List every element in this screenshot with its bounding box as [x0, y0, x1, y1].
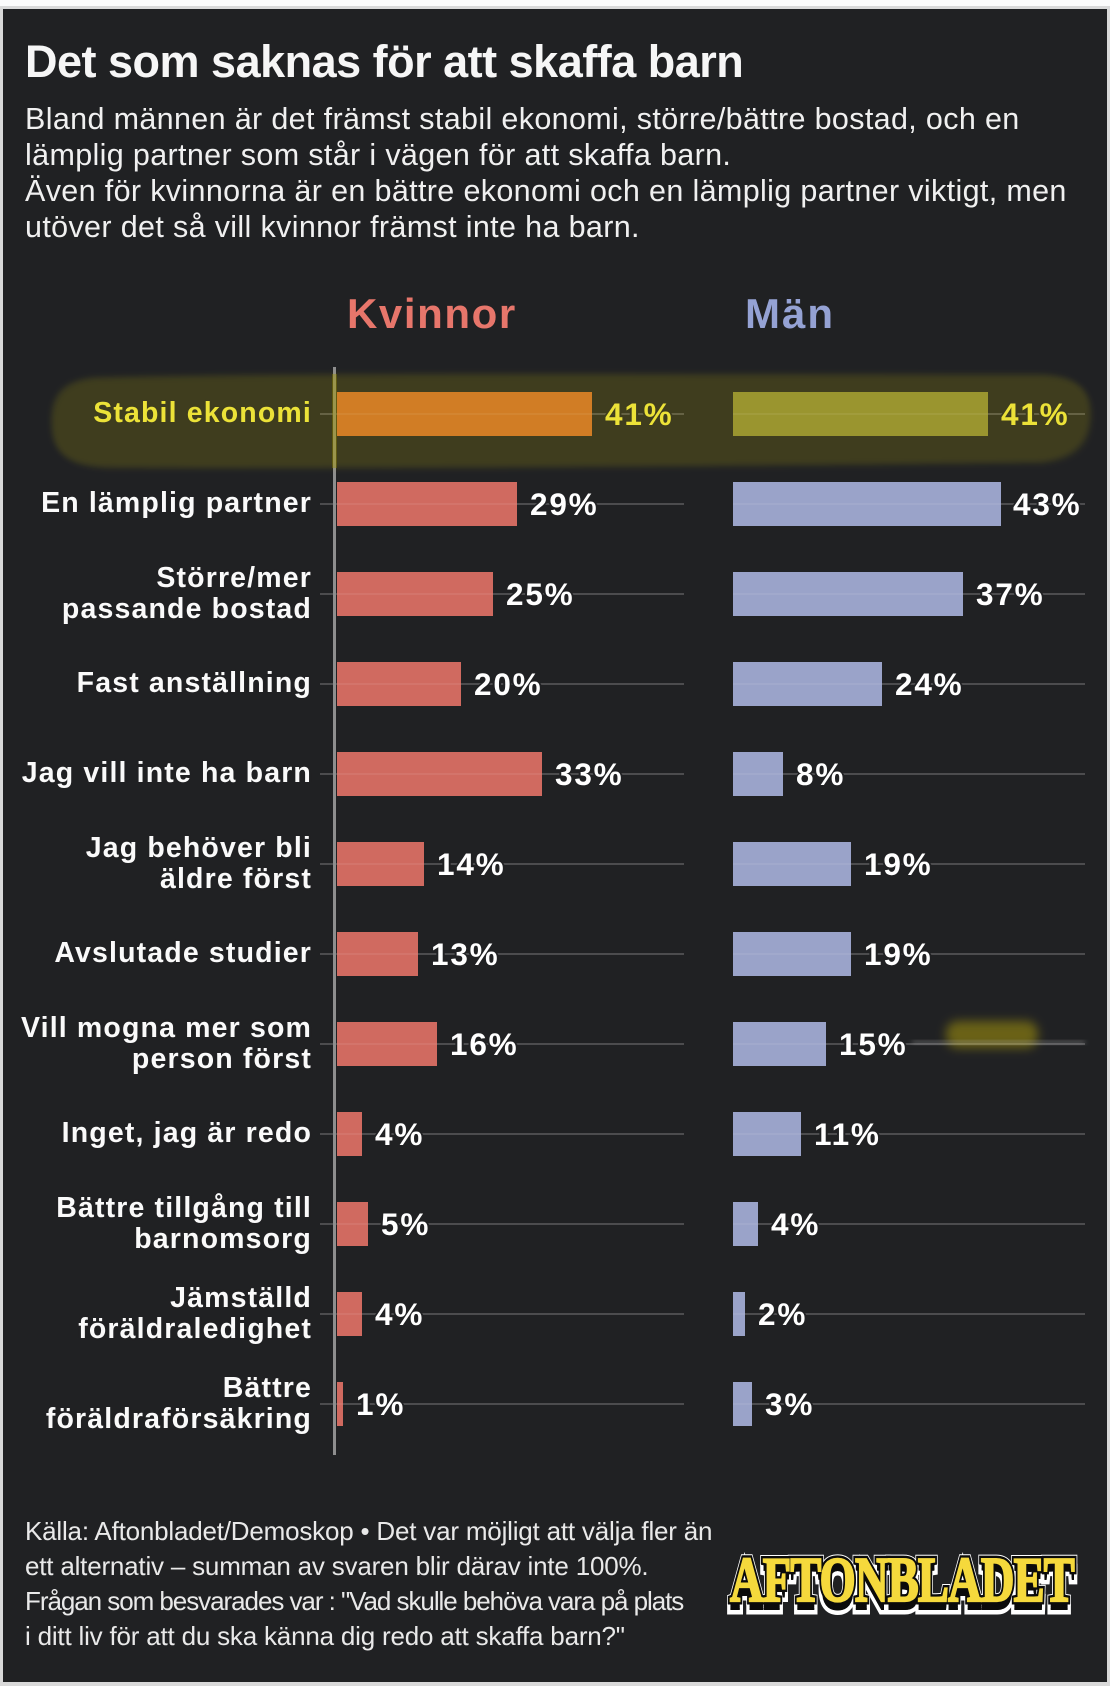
- svg-text:AFTONBLADET: AFTONBLADET: [730, 1553, 1075, 1622]
- svg-text:AFTONBLADET: AFTONBLADET: [730, 1545, 1075, 1614]
- svg-text:AFTONBLADET: AFTONBLADET: [730, 1548, 1075, 1617]
- svg-text:AFTONBLADET: AFTONBLADET: [730, 1547, 1075, 1616]
- svg-text:AFTONBLADET: AFTONBLADET: [730, 1545, 1075, 1614]
- svg-text:AFTONBLADET: AFTONBLADET: [730, 1550, 1075, 1619]
- svg-text:AFTONBLADET: AFTONBLADET: [730, 1554, 1075, 1623]
- svg-text:AFTONBLADET: AFTONBLADET: [730, 1554, 1075, 1623]
- svg-text:AFTONBLADET: AFTONBLADET: [730, 1551, 1075, 1620]
- svg-text:AFTONBLADET: AFTONBLADET: [730, 1545, 1075, 1614]
